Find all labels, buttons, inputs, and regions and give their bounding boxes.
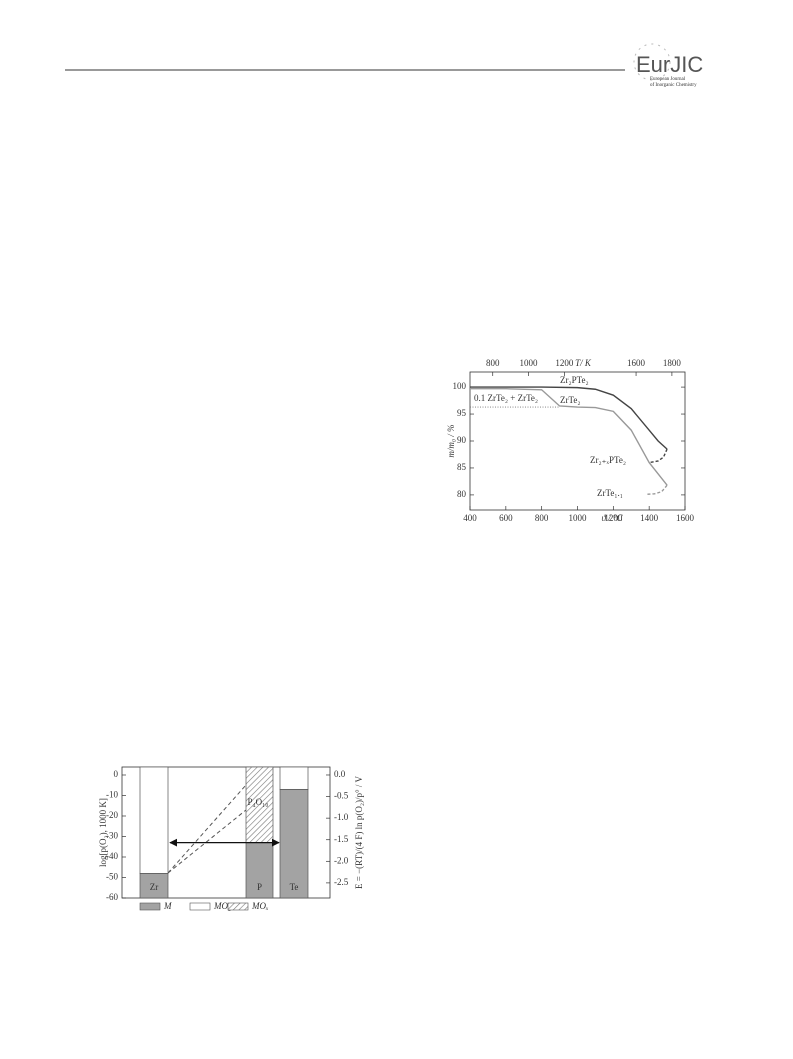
- legend-label: M: [163, 901, 172, 911]
- data-line: [470, 388, 668, 486]
- y-tick-label: 95: [457, 408, 467, 418]
- y2-tick-label: 0.0: [334, 769, 346, 779]
- y2-tick-label: -1.0: [334, 812, 349, 822]
- legend-swatch: [139, 902, 161, 911]
- x2-tick-label: 1600: [627, 358, 646, 368]
- annotation: P₄O₁₀: [248, 797, 269, 807]
- x2-tick-label: 1800: [663, 358, 682, 368]
- bar-segment: [279, 766, 309, 790]
- y-tick-label: -60: [106, 892, 118, 902]
- x-tick-label: 1200: [604, 513, 623, 523]
- y-tick-label: -30: [106, 831, 118, 841]
- y-axis-label: log[p(O₂), 1000 K]: [98, 798, 108, 867]
- legend-swatch: [227, 902, 249, 911]
- chart2-annotations: [167, 784, 247, 874]
- y-tick-label: -50: [106, 872, 118, 882]
- x-tick-label: 1600: [676, 513, 695, 523]
- y-tick-label: -40: [106, 851, 118, 861]
- y2-tick-label: -2.0: [334, 855, 349, 865]
- y-tick-label: 0: [114, 769, 119, 779]
- x2-tick-label: 1200: [555, 358, 574, 368]
- y2-tick-label: -0.5: [334, 791, 349, 801]
- annotation: Zr₂PTe₂: [560, 375, 589, 385]
- data-line: [645, 484, 668, 496]
- legend-label: MOₓ: [251, 901, 269, 911]
- y-tick-label: 100: [453, 381, 467, 391]
- x2-axis-label: T/ K: [575, 358, 592, 368]
- y2-tick-label: -2.5: [334, 877, 349, 887]
- x2-tick-label: 1000: [520, 358, 539, 368]
- x-tick-label: 400: [463, 513, 477, 523]
- bar-segment: [139, 873, 169, 899]
- y2-axis-label: E = −(RT)/(4 F) ln p(O₂)/p° / V: [354, 776, 364, 889]
- y-tick-label: -20: [106, 810, 118, 820]
- data-line: [649, 448, 668, 464]
- x-tick-label: 600: [499, 513, 513, 523]
- data-line: [470, 386, 668, 450]
- legend-swatch: [189, 902, 211, 911]
- legend-label: MO₂: [213, 901, 231, 911]
- dashed-connector: [167, 809, 247, 874]
- annotation: Zr₂₊ₓPTe₂: [590, 455, 626, 465]
- y2-tick-label: -1.5: [334, 834, 349, 844]
- y-tick-label: 90: [457, 435, 467, 445]
- x-tick-label: 1400: [640, 513, 659, 523]
- y-tick-label: 80: [457, 489, 467, 499]
- x2-tick-label: 800: [486, 358, 500, 368]
- y-tick-label: 85: [457, 462, 467, 472]
- logo: EurJIC: [636, 52, 703, 77]
- logo-subtitle: of Inorganic Chemistry: [650, 83, 697, 88]
- y-axis-label: m/m₀ / %: [446, 424, 456, 457]
- bar-segment: [245, 766, 274, 843]
- bar-segment: [139, 766, 169, 874]
- bar-segment: [245, 842, 274, 899]
- x-tick-label: 1000: [569, 513, 588, 523]
- category-label: P: [257, 882, 262, 892]
- logo-stars: [633, 43, 671, 81]
- header: EurJIC European Journal of Inorganic Che…: [65, 43, 703, 88]
- y-tick-label: -10: [106, 790, 118, 800]
- logo-subtitle: European Journal: [650, 77, 686, 82]
- dashed-connector: [167, 784, 247, 874]
- category-label: Te: [290, 882, 299, 892]
- annotation: ZrTe₂: [560, 395, 581, 405]
- x-axis-label: ϑ / °C: [601, 513, 623, 523]
- category-label: Zr: [150, 882, 159, 892]
- plot-frame: [121, 766, 331, 899]
- annotation: 0.1 ZrTe₂ + ZrTe₂: [474, 393, 538, 403]
- annotation: ZrTe₁.₁: [597, 488, 623, 498]
- x-tick-label: 800: [535, 513, 549, 523]
